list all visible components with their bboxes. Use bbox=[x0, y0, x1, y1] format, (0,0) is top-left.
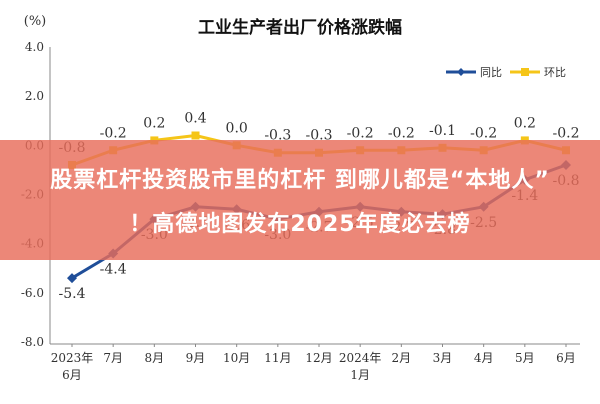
y-axis-unit-label: (%) bbox=[24, 14, 47, 29]
x-tick-label: 6月 bbox=[556, 351, 576, 365]
x-tick-label: 8月 bbox=[145, 351, 165, 365]
x-tick-label: 12月 bbox=[305, 351, 332, 365]
x-tick-label: 11月 bbox=[264, 351, 291, 365]
data-label-mom: -0.2 bbox=[347, 125, 374, 141]
overlay-banner-line-1: 股票杠杆投资股市里的杠杆 到哪儿都是“本地人” bbox=[50, 168, 550, 193]
data-label-mom: -0.2 bbox=[100, 125, 127, 141]
x-tick-label: 1月 bbox=[350, 368, 370, 382]
y-tick-label: 4.0 bbox=[25, 40, 44, 54]
data-label-mom: -0.2 bbox=[388, 125, 415, 141]
data-label-yoy: -4.4 bbox=[100, 262, 127, 278]
chart-title: 工业生产者出厂价格涨跌幅 bbox=[198, 17, 402, 38]
x-tick-label: 2月 bbox=[392, 351, 412, 365]
y-tick-label: -8.0 bbox=[21, 335, 44, 349]
data-label-mom: -0.3 bbox=[306, 128, 333, 144]
y-tick-label: -6.0 bbox=[21, 286, 44, 300]
data-point-yoy bbox=[67, 273, 77, 284]
x-tick-label: 5月 bbox=[515, 351, 535, 365]
data-point-mom bbox=[191, 131, 200, 140]
x-tick-label: 2023年 bbox=[51, 351, 94, 365]
x-tick-label: 9月 bbox=[186, 351, 206, 365]
legend-label-yoy: 同比 bbox=[480, 66, 502, 79]
x-tick-label: 7月 bbox=[103, 351, 123, 365]
data-label-mom: 0.2 bbox=[514, 115, 536, 131]
x-tick-label: 6月 bbox=[62, 368, 82, 382]
data-label-mom: 0.4 bbox=[184, 111, 206, 127]
data-label-mom: -0.1 bbox=[429, 123, 456, 139]
data-label-mom: 0.2 bbox=[143, 115, 165, 131]
data-label-mom: -0.3 bbox=[264, 128, 291, 144]
legend: 同比 环比 bbox=[446, 66, 566, 79]
legend-marker-mom bbox=[521, 68, 529, 76]
overlay-banner-line-2: ！高德地图发布2025年度必去榜 bbox=[129, 212, 471, 237]
x-tick-label: 2024年 bbox=[339, 351, 382, 365]
legend-marker-yoy bbox=[457, 68, 465, 76]
legend-label-mom: 环比 bbox=[544, 66, 566, 79]
data-label-mom: -0.2 bbox=[553, 125, 580, 141]
x-tick-label: 10月 bbox=[223, 351, 250, 365]
data-label-mom: -0.2 bbox=[470, 125, 497, 141]
y-tick-label: 2.0 bbox=[25, 89, 44, 103]
data-label-yoy: -5.4 bbox=[59, 286, 86, 302]
data-label-mom: 0.0 bbox=[226, 120, 248, 136]
overlay-banner[interactable]: 股票杠杆投资股市里的杠杆 到哪儿都是“本地人” ！高德地图发布2025年度必去榜 bbox=[0, 140, 600, 260]
x-tick-label: 4月 bbox=[474, 351, 494, 365]
x-tick-label: 3月 bbox=[433, 351, 453, 365]
